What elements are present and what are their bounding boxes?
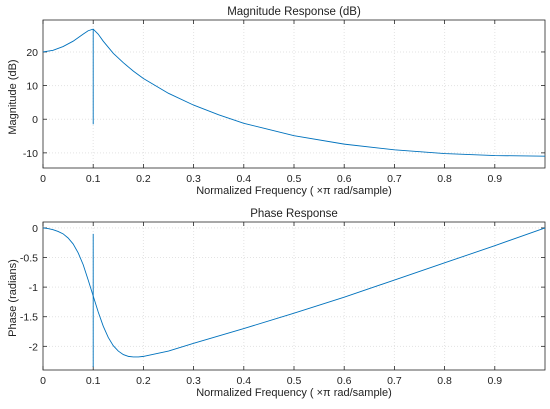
phase-axes-box: [42, 221, 546, 371]
phase-xtick-label: 0.7: [387, 375, 402, 387]
magnitude-xlabel: Normalized Frequency ( ×π rad/sample): [196, 185, 392, 197]
phase-response-line: [42, 227, 546, 358]
magnitude-panel: Magnitude Response (dB) Normalized Frequ…: [7, 6, 546, 197]
phase-xtick-label: 0.2: [136, 375, 151, 387]
phase-xtick-label: 0.1: [86, 375, 101, 387]
magnitude-xtick-label: 0.8: [437, 173, 452, 185]
phase-ylabel: Phase (radians): [7, 259, 19, 337]
magnitude-xtick-label: 0.2: [136, 173, 151, 185]
magnitude-xtick-label: 0.9: [487, 173, 502, 185]
phase-xtick-label: 0: [40, 375, 46, 387]
magnitude-response-line: [42, 28, 546, 157]
phase-xtick-label: 0.6: [337, 375, 352, 387]
magnitude-ytick-label: 10: [26, 81, 38, 93]
phase-ytick-label: -0.5: [20, 253, 38, 265]
phase-ytick-label: -2: [29, 341, 38, 353]
phase-xtick-label: 0.4: [236, 375, 251, 387]
phase-ytick-label: 0: [32, 223, 38, 235]
phase-xtick-label: 0.8: [437, 375, 452, 387]
magnitude-xtick-label: 0.6: [337, 173, 352, 185]
phase-xtick-label: 0.9: [487, 375, 502, 387]
magnitude-xtick-label: 0.5: [287, 173, 302, 185]
phase-xlabel: Normalized Frequency ( ×π rad/sample): [196, 387, 392, 399]
magnitude-ylabel: Magnitude (dB): [7, 59, 19, 134]
magnitude-xtick-label: 0.3: [186, 173, 201, 185]
magnitude-axes-box: [42, 19, 546, 169]
magnitude-xtick-label: 0.1: [86, 173, 101, 185]
magnitude-ytick-label: 0: [32, 114, 38, 126]
magnitude-xtick-label: 0.4: [236, 173, 251, 185]
magnitude-xtick-label: 0: [40, 173, 46, 185]
phase-xtick-label: 0.5: [287, 375, 302, 387]
phase-ytick-label: -1.5: [20, 312, 38, 324]
phase-xtick-label: 0.3: [186, 375, 201, 387]
magnitude-ytick-label: 20: [26, 47, 38, 59]
magnitude-xtick-label: 0.7: [387, 173, 402, 185]
phase-ytick-label: -1: [29, 282, 38, 294]
magnitude-ytick-label: -10: [23, 148, 38, 160]
phase-panel: Phase Response Normalized Frequency ( ×π…: [7, 208, 546, 399]
magnitude-title: Magnitude Response (dB): [227, 6, 361, 18]
phase-title: Phase Response: [250, 208, 338, 220]
